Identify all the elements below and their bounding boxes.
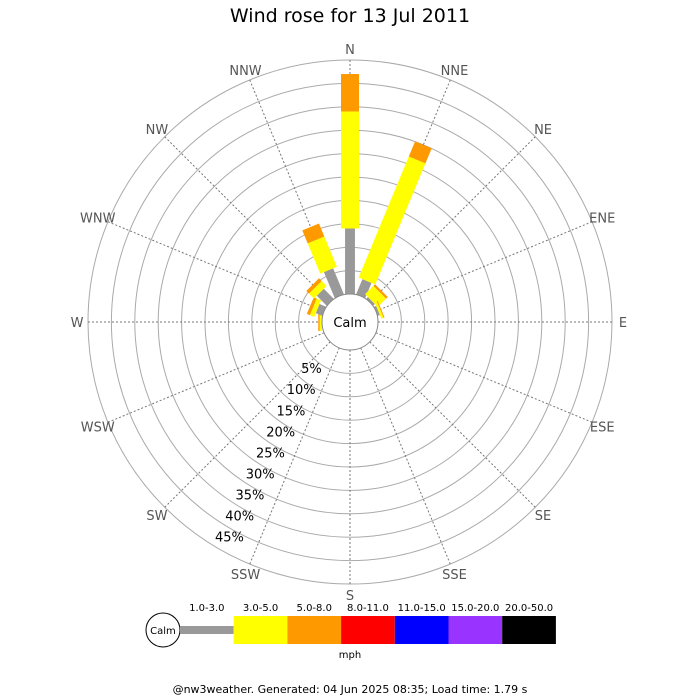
percentage-labels: 5% 10% 15% 20% 25% 30% 35% 40% 45% <box>215 362 322 545</box>
legend-bin-label: 3.0-5.0 <box>243 603 278 614</box>
spoke-ne <box>369 136 536 303</box>
bar-ne-bin-1 <box>365 285 387 307</box>
legend-swatch-1 <box>233 616 288 644</box>
direction-labels: N NNE NE ENE E ESE SE SSE S SSW SW WSW W WNW NW NNW <box>71 43 628 604</box>
spoke-wsw <box>107 332 325 423</box>
wind-bars <box>302 74 432 331</box>
bar-n-bin-0 <box>345 228 355 294</box>
bar-nne-bin-0 <box>356 279 372 299</box>
legend-bin-label: 1.0-3.0 <box>189 603 224 614</box>
bar-nne-bin-2 <box>408 141 432 164</box>
legend-calm-label: Calm <box>150 626 176 637</box>
calm-label: Calm <box>333 316 366 331</box>
legend-swatch-4 <box>394 616 449 644</box>
bar-nnw-bin-1 <box>307 236 337 274</box>
radial-tick-label: 45% <box>215 530 244 545</box>
direction-label-n: N <box>345 43 355 58</box>
bar-w-bin-2 <box>318 313 320 331</box>
legend-swatch-5 <box>448 616 503 644</box>
direction-label-ene: ENE <box>589 212 615 227</box>
bar-ene-bin-1 <box>374 301 384 319</box>
spoke-ssw <box>249 347 340 565</box>
bar-nnw-bin-2 <box>302 223 325 244</box>
bar-wnw-bin-2 <box>306 297 317 316</box>
legend-swatch-6 <box>502 616 556 644</box>
direction-label-wnw: WNW <box>80 212 116 227</box>
legend-swatch-0 <box>180 626 234 634</box>
direction-label-ssw: SSW <box>231 568 261 583</box>
bar-ne-bin-2 <box>373 284 388 299</box>
direction-label-nnw: NNW <box>229 64 261 79</box>
spoke-wnw <box>107 221 325 312</box>
bar-nw-bin-0 <box>316 288 334 306</box>
spoke-ene <box>375 221 593 312</box>
spoke-sse <box>360 347 451 565</box>
legend-swatch-3 <box>341 616 395 644</box>
radial-tick-label: 30% <box>246 467 275 482</box>
bar-wnw-bin-1 <box>309 298 322 317</box>
radial-tick-label: 35% <box>235 488 264 503</box>
bar-ne-bin-0 <box>366 297 375 306</box>
radial-tick-label: 20% <box>266 425 295 440</box>
bar-nnw-bin-0 <box>323 268 344 299</box>
bar-ene-bin-2 <box>376 300 385 318</box>
spoke-nnw <box>249 79 340 297</box>
direction-label-e: E <box>619 316 627 331</box>
legend-bin-label: 11.0-15.0 <box>398 603 446 614</box>
direction-label-ne: NE <box>534 123 552 138</box>
direction-label-ese: ESE <box>590 420 615 435</box>
chart-title: Wind rose for 13 Jul 2011 <box>229 5 471 27</box>
direction-label-w: W <box>71 316 84 331</box>
radial-tick-label: 5% <box>301 362 322 377</box>
spoke-nw <box>164 136 331 303</box>
radial-tick-label: 25% <box>256 446 285 461</box>
bar-nw-bin-2 <box>306 278 322 294</box>
speed-legend: Calm 1.0-3.0 3.0-5.0 5.0-8.0 8.0-11.0 11.0-15… <box>145 603 556 661</box>
legend-bin-label: 20.0-50.0 <box>505 603 553 614</box>
calm-circle-group: Calm <box>321 293 379 351</box>
legend-swatch-2 <box>287 616 342 644</box>
legend-bin-label: 5.0-8.0 <box>297 603 332 614</box>
bar-ene-bin-0 <box>373 305 380 316</box>
legend-bin-label: 8.0-11.0 <box>347 603 389 614</box>
spoke-sw <box>164 341 331 508</box>
radial-tick-label: 15% <box>276 404 305 419</box>
bar-n-bin-1 <box>341 111 359 229</box>
bar-w-bin-1 <box>319 313 322 331</box>
legend-bin-label: 15.0-20.0 <box>451 603 499 614</box>
spoke-ese <box>375 332 593 423</box>
direction-label-s: S <box>346 589 354 604</box>
direction-label-sw: SW <box>146 509 167 524</box>
direction-label-se: SE <box>535 509 551 524</box>
direction-label-sse: SSE <box>442 568 467 583</box>
legend-unit-label: mph <box>339 650 361 661</box>
direction-label-nne: NNE <box>441 64 469 79</box>
direction-label-nw: NW <box>146 123 169 138</box>
direction-label-wsw: WSW <box>81 420 115 435</box>
bar-n-bin-2 <box>341 74 359 112</box>
footer-text: @nw3weather. Generated: 04 Jun 2025 08:3… <box>172 683 528 696</box>
radial-tick-label: 10% <box>287 383 316 398</box>
spoke-se <box>369 341 536 508</box>
bar-nne-bin-1 <box>358 156 426 285</box>
calm-circle <box>321 293 379 351</box>
radial-tick-label: 40% <box>225 509 254 524</box>
bar-nw-bin-1 <box>308 280 327 299</box>
